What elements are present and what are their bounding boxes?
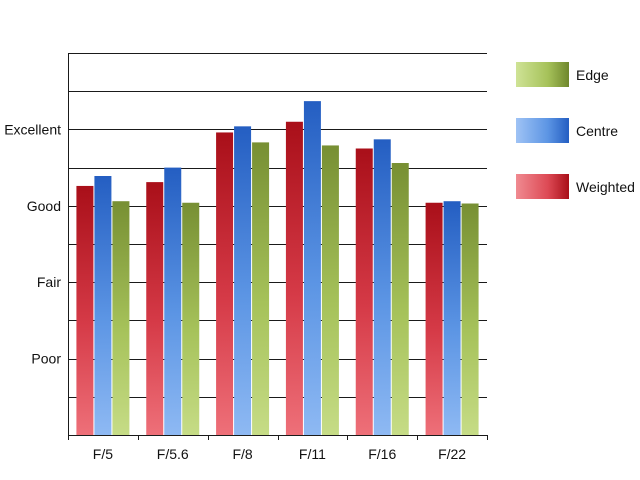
bar-centre-F56 — [164, 167, 182, 435]
bar-edge-F11 — [321, 145, 339, 435]
legend-item-centre: Centre — [516, 118, 618, 143]
y-tick-label: Good — [27, 198, 61, 214]
legend-item-edge: Edge — [516, 62, 609, 87]
bar-centre-F22 — [443, 201, 461, 435]
bar-weighted-F5 — [76, 185, 94, 435]
x-tick-label: F/5 — [93, 446, 113, 462]
legend-swatch — [516, 174, 569, 199]
bar-edge-F22 — [461, 203, 479, 435]
legend-swatch — [516, 118, 569, 143]
bar-weighted-F22 — [425, 202, 443, 435]
x-tick-labels: F/5 F/5.6 F/8 F/11 F/16 F/22 — [93, 446, 467, 462]
legend-swatch — [516, 62, 569, 87]
y-tick-label: Excellent — [4, 121, 61, 137]
y-tick-labels: Poor Fair Good Excellent — [4, 121, 61, 366]
x-tick-label: F/11 — [299, 446, 326, 462]
bar-weighted-F16 — [355, 148, 373, 435]
bar-centre-F5 — [94, 176, 112, 435]
bar-centre-F8 — [234, 126, 252, 436]
bar-edge-F8 — [252, 142, 270, 435]
legend-label: Weighted — [576, 179, 635, 195]
x-tick-label: F/22 — [438, 446, 466, 462]
y-tick-label: Fair — [37, 274, 61, 290]
bar-weighted-F56 — [146, 182, 164, 435]
legend-label: Centre — [576, 123, 618, 139]
bar-edge-F5 — [112, 201, 130, 435]
legend-item-weighted: Weighted — [516, 174, 635, 199]
bar-edge-F16 — [391, 163, 409, 436]
gridlines — [68, 53, 487, 398]
bar-centre-F16 — [373, 139, 391, 435]
x-tick-label: F/8 — [232, 446, 252, 462]
bar-centre-F11 — [303, 101, 321, 435]
bar-weighted-F11 — [285, 121, 303, 435]
legend: Edge Centre Weighted — [516, 62, 635, 199]
y-tick-label: Poor — [31, 351, 61, 367]
legend-label: Edge — [576, 67, 609, 83]
bar-weighted-F8 — [216, 132, 234, 435]
bar-edge-F56 — [182, 202, 200, 435]
axes — [68, 53, 488, 440]
x-tick-label: F/5.6 — [157, 446, 189, 462]
bars — [76, 101, 479, 436]
x-tick-label: F/16 — [368, 446, 396, 462]
